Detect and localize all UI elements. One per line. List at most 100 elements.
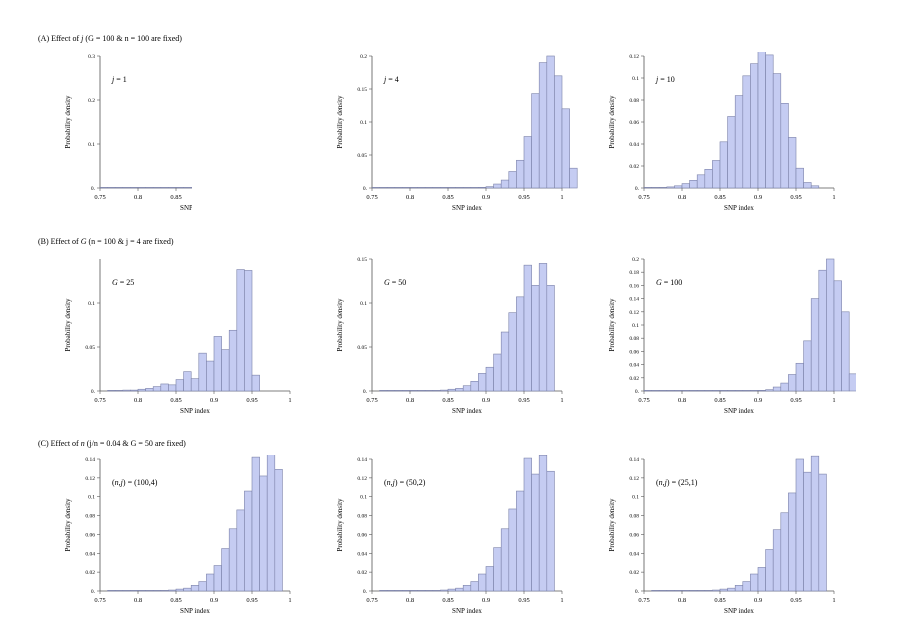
y-tick-label: 0.02	[357, 570, 367, 576]
histogram-j10: 0.75 0.8 0.85 0.9 0.95 1 0. 0.02 0.04 0.06 0.08 0.1…	[608, 52, 836, 212]
histogram-bar	[485, 566, 494, 592]
histogram-bar	[546, 285, 555, 392]
x-tick-label: 0.85	[442, 194, 453, 201]
histogram-bar	[470, 381, 479, 392]
histogram-bar	[462, 385, 472, 392]
y-tick-label: 0.2	[360, 54, 367, 60]
histogram-bar	[795, 362, 804, 392]
histogram-bar	[107, 187, 116, 189]
histogram-bar	[160, 383, 169, 392]
histogram-bar	[137, 590, 146, 592]
histogram-bar	[508, 171, 517, 189]
x-axis-label: SNP index	[724, 204, 754, 212]
histogram-bar	[152, 386, 162, 392]
histogram-bar	[114, 390, 124, 392]
y-tick-label: 0.3	[88, 54, 95, 60]
y-tick-label: 0.12	[85, 476, 95, 482]
histogram-bar	[402, 187, 411, 189]
x-tick-label: 0.8	[678, 397, 686, 404]
histogram-bar	[394, 590, 403, 592]
x-tick-label: 0.75	[366, 597, 377, 604]
histogram-bar	[704, 590, 713, 592]
histogram-bar	[681, 183, 690, 189]
section-a-var: j	[81, 34, 84, 43]
section-b-prefix: (B) Effect of	[38, 237, 81, 246]
histogram-bar	[704, 169, 713, 189]
x-tick-label: 0.75	[94, 597, 105, 604]
histogram-bar	[455, 388, 464, 392]
section-title-a: (A) Effect of j (G = 100 & n = 100 are f…	[38, 34, 182, 43]
histogram-bar	[742, 390, 751, 392]
y-tick-label: 0.04	[629, 363, 639, 369]
histogram-bar	[803, 182, 812, 189]
y-tick-label: 0.1	[88, 495, 95, 501]
histogram-bar	[788, 374, 797, 392]
histogram-bar	[386, 590, 396, 592]
section-b-var: G	[80, 237, 87, 246]
x-tick-label: 0.75	[366, 397, 377, 404]
histogram-bar	[409, 590, 418, 592]
y-tick-label: 0.1	[360, 120, 367, 126]
section-a-suffix: (G = 100 & n = 100 are fixed)	[83, 34, 182, 43]
histogram-bar	[394, 390, 403, 392]
y-tick-label: 0.14	[629, 297, 639, 303]
histogram-bar	[259, 475, 268, 592]
histogram-bar	[689, 180, 698, 189]
y-tick-label: 0.1	[360, 495, 367, 501]
y-tick-label: 0.06	[357, 532, 367, 538]
histogram-bar	[379, 590, 388, 592]
x-tick-label: 0.75	[366, 194, 377, 201]
section-c-suffix: (j/n = 0.04 & G = 50 are fixed)	[84, 439, 186, 448]
y-tick-label: 0.08	[629, 336, 639, 342]
histogram-bar	[810, 455, 820, 592]
histogram-n100-j4: 0.75 0.8 0.85 0.9 0.95 1 0. 0.02 0.04 0.06 0.08 0.1…	[64, 455, 292, 615]
histogram-bar	[750, 390, 759, 392]
panel-annotation: j = 10	[655, 75, 675, 84]
x-tick-label: 0.85	[714, 194, 725, 201]
histogram-bar	[719, 390, 728, 392]
histogram-bar	[274, 469, 283, 592]
histogram-g25: 0.75 0.8 0.85 0.9 0.95 1 0. 0.05 0.1 SNP index Pro…	[64, 259, 292, 415]
histogram-bar	[107, 590, 116, 592]
x-tick-label: 0.95	[246, 597, 257, 604]
y-tick-label: 0.14	[357, 457, 367, 463]
histogram-bar	[727, 116, 736, 189]
histogram-bar	[780, 512, 789, 592]
histogram-bar	[152, 187, 162, 189]
histogram-bar	[198, 352, 207, 392]
y-tick-label: 0.1	[632, 323, 639, 329]
histogram-bar	[554, 75, 563, 189]
x-tick-label: 0.75	[638, 194, 649, 201]
y-tick-label: 0.12	[629, 476, 639, 482]
histogram-bar	[658, 187, 668, 189]
histogram-bar	[236, 269, 245, 392]
histogram-bar	[651, 590, 660, 592]
histogram-bar	[712, 589, 721, 592]
x-tick-label: 0.85	[714, 597, 725, 604]
histogram-bar	[440, 389, 449, 392]
y-axis-label: Probability density	[608, 298, 616, 352]
x-tick-label: 1	[832, 397, 835, 404]
histogram-bar	[114, 590, 124, 592]
x-tick-label: 0.8	[134, 194, 142, 201]
histogram-bar	[538, 455, 548, 592]
histogram-bar	[750, 63, 759, 189]
histogram-bar	[734, 95, 744, 189]
histogram-bar	[643, 390, 652, 392]
histogram-bar	[493, 353, 502, 392]
x-tick-label: 0.85	[170, 597, 181, 604]
histogram-bar	[772, 386, 782, 392]
histogram-bar	[409, 187, 418, 189]
x-tick-label: 0.95	[246, 397, 257, 404]
histogram-bar	[696, 390, 706, 392]
y-tick-label: 0.2	[88, 98, 95, 104]
y-axis-label: Probability density	[608, 95, 616, 149]
histogram-bar	[795, 458, 804, 592]
histogram-bar	[107, 390, 116, 392]
histogram-bar	[213, 336, 222, 392]
histogram-bar	[734, 390, 744, 392]
histogram-bar	[424, 590, 434, 592]
histogram-bar	[493, 183, 502, 189]
y-tick-label: 0.16	[629, 283, 639, 289]
histogram-bar	[130, 389, 139, 392]
